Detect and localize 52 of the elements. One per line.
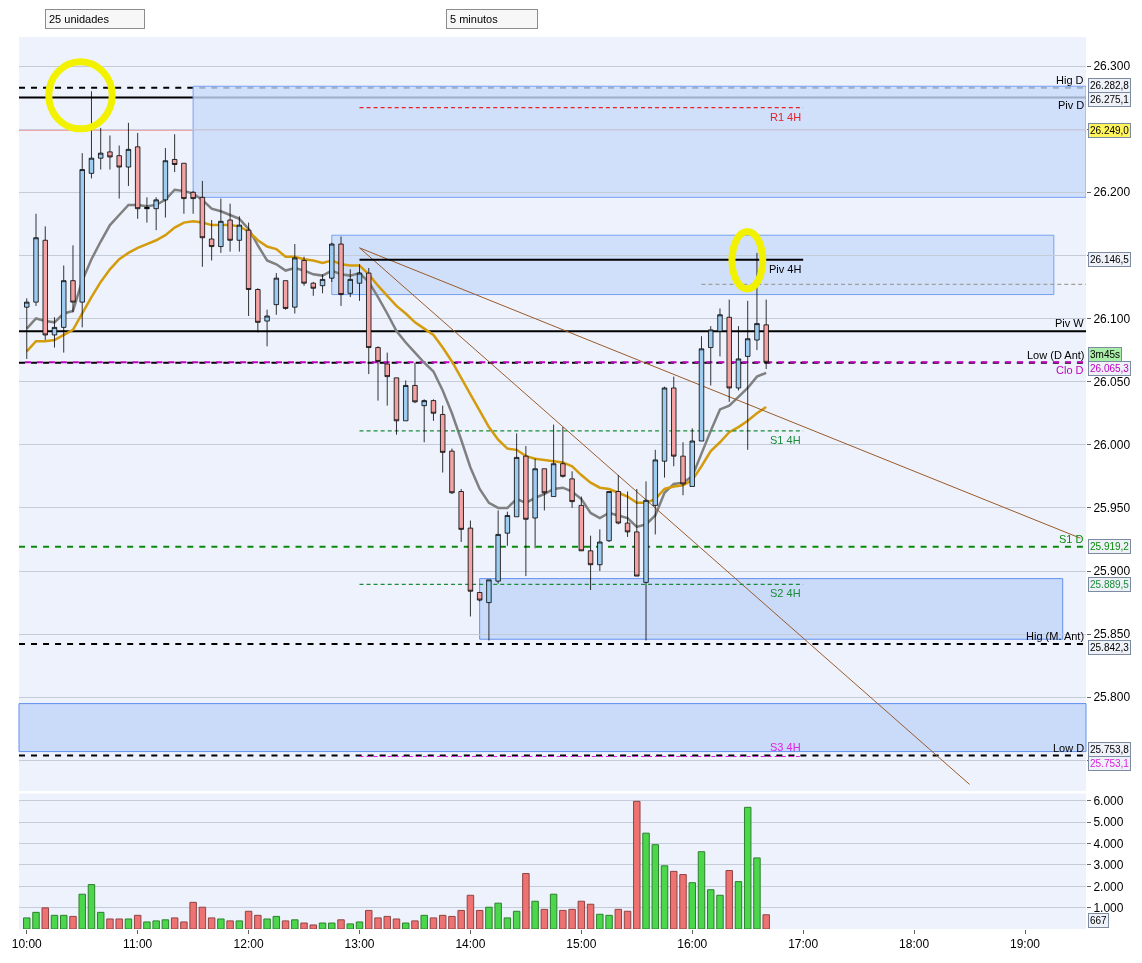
y-tick-label: 1.000 bbox=[1093, 900, 1124, 915]
y-tick-label: 26.300 bbox=[1093, 59, 1131, 74]
x-tick-label: 11:00 bbox=[123, 937, 153, 952]
ref-line-label: Hig D bbox=[1056, 74, 1084, 86]
text: 26.249,0 bbox=[1090, 125, 1130, 136]
x-tick-label: 13:00 bbox=[344, 937, 375, 952]
x-tick-label: 14:00 bbox=[455, 937, 486, 952]
y-tick-label: 25.900 bbox=[1093, 564, 1131, 579]
text: 25.753,1 bbox=[1090, 758, 1130, 769]
ref-line-label: Piv W bbox=[1055, 317, 1085, 329]
x-tick-label: 19:00 bbox=[1009, 937, 1041, 952]
x-tick-label: 10:00 bbox=[11, 937, 43, 952]
y-tick-label: 25.950 bbox=[1093, 501, 1131, 516]
text: 26.065,3 bbox=[1090, 363, 1130, 374]
y-tick-label: 25.800 bbox=[1093, 690, 1131, 705]
series-label: S2 4H bbox=[770, 587, 801, 599]
y-tick-label: 4.000 bbox=[1093, 836, 1124, 851]
ref-line-label: Clo D bbox=[1056, 364, 1084, 376]
y-tick-label: 5.000 bbox=[1093, 815, 1124, 830]
y-tick-label: 25.850 bbox=[1093, 627, 1131, 642]
ref-line-label: Piv D bbox=[1058, 99, 1085, 111]
y-tick-label: 26.000 bbox=[1093, 437, 1131, 452]
x-tick-label: 17:00 bbox=[788, 937, 819, 952]
text: 25.753,8 bbox=[1090, 744, 1130, 755]
series-label: S3 4H bbox=[770, 741, 801, 753]
x-tick-label: 16:00 bbox=[677, 937, 708, 952]
series-label: Piv 4H bbox=[769, 263, 802, 275]
ref-line-label: Low (D Ant) bbox=[1027, 349, 1085, 361]
x-tick-label: 12:00 bbox=[233, 937, 264, 952]
text: 25.889,5 bbox=[1090, 579, 1130, 590]
y-tick-label: 6.000 bbox=[1093, 794, 1124, 809]
series-label: R1 4H bbox=[770, 111, 802, 123]
ref-line-label: S1 D bbox=[1059, 533, 1084, 545]
text: 5 minutos bbox=[450, 13, 499, 25]
ref-line-label: Hig (M. Ant) bbox=[1026, 630, 1085, 642]
y-tick-label: 3.000 bbox=[1093, 858, 1124, 873]
x-tick-label: 18:00 bbox=[899, 937, 930, 952]
text: 26.275,1 bbox=[1090, 94, 1130, 105]
ref-line-label: Low D bbox=[1053, 742, 1085, 754]
y-tick-label: 2.000 bbox=[1093, 879, 1124, 894]
text: 667 bbox=[1090, 915, 1108, 926]
y-tick-label: 26.200 bbox=[1093, 185, 1131, 200]
text: 25.919,2 bbox=[1090, 541, 1130, 552]
text: 25.842,3 bbox=[1090, 642, 1130, 653]
text: 26.146,5 bbox=[1090, 254, 1130, 265]
series-label: S1 4H bbox=[770, 434, 801, 446]
x-tick-label: 15:00 bbox=[566, 937, 597, 952]
y-tick-label: 26.050 bbox=[1093, 374, 1131, 389]
text: 3m45s bbox=[1090, 349, 1121, 360]
text: 25 unidades bbox=[49, 13, 110, 25]
text: 26.282,8 bbox=[1090, 80, 1130, 91]
y-tick-label: 26.100 bbox=[1093, 311, 1131, 326]
